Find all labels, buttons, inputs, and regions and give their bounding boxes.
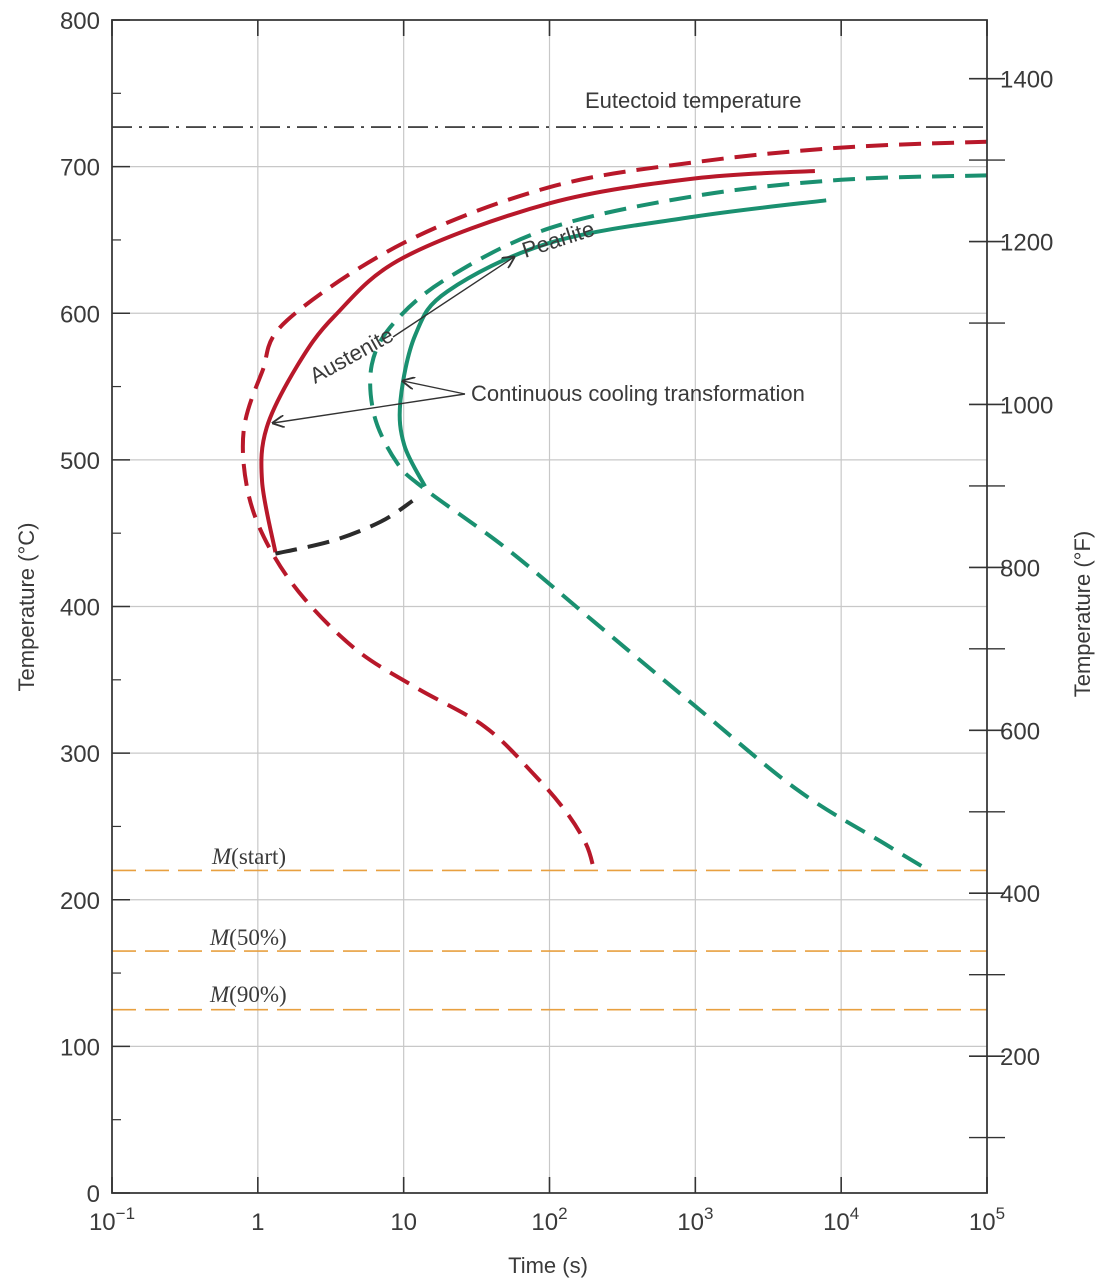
y-tick-label: 400 — [60, 595, 100, 622]
reference-labels: M(start) M(50%) M(90%) — [209, 844, 287, 1007]
eutectoid-label: Eutectoid temperature — [585, 88, 801, 113]
austenite-pearlite-arrow — [392, 257, 514, 338]
y-axis-title: Temperature (°C) — [14, 523, 39, 692]
x-tick-label: 1 — [251, 1209, 264, 1236]
series-group — [240, 139, 988, 870]
ccl-arrow-to-red — [273, 393, 466, 423]
reference-lines — [112, 126, 987, 1011]
y2-tick-label: 1200 — [1000, 230, 1053, 257]
series-line — [368, 173, 988, 870]
y-tick-label: 300 — [60, 741, 100, 768]
m-start-label: M(start) — [211, 844, 286, 869]
y-tick-label: 500 — [60, 448, 100, 475]
y2-tick-label: 400 — [1000, 881, 1040, 908]
y-tick-label: 600 — [60, 301, 100, 328]
y-tick-label: 700 — [60, 155, 100, 182]
grid — [112, 20, 987, 1193]
y2-tick-label: 800 — [1000, 555, 1040, 582]
y-tick-label: 100 — [60, 1034, 100, 1061]
y2-tick-label: 200 — [1000, 1044, 1040, 1071]
x-tick-label: 10−1 — [89, 1204, 135, 1236]
ccl-arrow-to-green — [403, 381, 466, 395]
series-line — [240, 139, 988, 869]
y2-axis-title: Temperature (°F) — [1070, 531, 1095, 698]
y2-tick-label: 1000 — [1000, 392, 1053, 419]
y-tick-label: 0 — [87, 1181, 100, 1208]
x-tick-label: 10 — [390, 1209, 417, 1236]
series-line — [274, 499, 414, 556]
y-tick-label: 800 — [60, 8, 100, 35]
ticks: 10−1 1 10 102 103 104 105 0 100 200 300 400 500 600 70… — [60, 8, 1053, 1236]
x-axis-title: Time (s) — [508, 1253, 588, 1278]
series-line — [259, 169, 816, 553]
y-tick-label: 200 — [60, 888, 100, 915]
x-tick-label: 103 — [677, 1204, 713, 1236]
continuous-cooling-label: Continuous cooling transformation — [471, 381, 805, 406]
y2-tick-label: 600 — [1000, 718, 1040, 745]
annotations: Eutectoid temperature Pearlite Austenite… — [273, 88, 805, 423]
series-line — [397, 198, 827, 488]
pearlite-label: Pearlite — [519, 216, 598, 263]
y2-tick-label: 1400 — [1000, 67, 1053, 94]
m-50-label: M(50%) — [209, 925, 287, 950]
m-90-label: M(90%) — [209, 982, 287, 1007]
x-tick-label: 104 — [823, 1204, 859, 1236]
x-tick-label: 102 — [531, 1204, 567, 1236]
x-tick-label: 105 — [969, 1204, 1005, 1236]
